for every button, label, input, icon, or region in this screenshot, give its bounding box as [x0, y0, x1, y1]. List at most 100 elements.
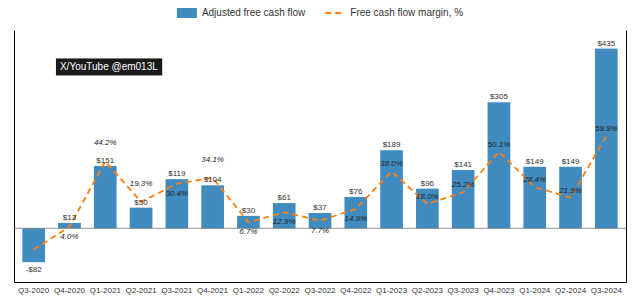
line-label: 50.1% — [488, 140, 511, 149]
bar-label: $305 — [490, 92, 508, 101]
line-label: 6.7% — [239, 227, 257, 236]
x-tick-label: Q3-2020 — [18, 286, 50, 295]
line — [34, 136, 607, 250]
bar — [595, 49, 618, 229]
x-tick-label: Q2-2022 — [269, 286, 301, 295]
x-tick-label: Q3-2023 — [448, 286, 480, 295]
legend-swatch — [325, 12, 345, 14]
plot: Q3-2020 Q4-2020 Q1-2021Q2-2021 Q3-2021 Q4-20… — [14, 31, 627, 295]
chart: Q3-2020 Q4-2020 Q1-2021Q2-2021 Q3-2021 Q4-20… — [0, 0, 640, 302]
x-tick-label: Q4-2020 — [54, 286, 86, 295]
bar-label: $30 — [242, 206, 256, 215]
line-label: 21.9% — [558, 186, 582, 195]
legend-item: Free cash flow margin, % — [325, 7, 463, 18]
y-axis-line — [14, 31, 15, 283]
bar-label: $104 — [204, 175, 222, 184]
line-label: 7.7% — [311, 226, 329, 235]
line-label: 14.9% — [344, 214, 367, 223]
x-tick-label: Q1-2022 — [233, 286, 265, 295]
bar — [344, 197, 367, 228]
bar — [416, 189, 439, 229]
x-tick-label: Q2-2024 — [555, 286, 587, 295]
line-label: 44.2% — [94, 138, 117, 147]
x-tick: Q2-2024 — [555, 282, 587, 295]
x-axis: Q3-2020 Q4-2020 Q1-2021Q2-2021 Q3-2021 Q4-20… — [15, 282, 627, 295]
x-tick: Q1-2022 — [233, 282, 265, 295]
x-tick: Q4-2022 — [340, 282, 372, 295]
x-tick-label: Q2-2023 — [412, 286, 444, 295]
bar-label: $149 — [526, 157, 544, 166]
annotation-box — [56, 58, 162, 75]
line-label: 30.4% — [165, 189, 188, 198]
x-tick: Q4-2023 — [483, 282, 515, 295]
bar-label: $61 — [278, 193, 292, 202]
x-tick-label: Q1-2023 — [376, 286, 408, 295]
line-label: 38.0% — [380, 159, 403, 168]
x-axis-line — [15, 282, 627, 283]
x-tick: Q2-2021 — [125, 282, 157, 295]
bar-label: $189 — [383, 140, 401, 149]
x-tick: Q3-2024 — [591, 282, 623, 295]
bar-label: $119 — [168, 169, 186, 178]
bar — [130, 208, 153, 229]
y2-axis-line — [626, 31, 627, 283]
legend-label: Adjusted free cash flow — [202, 7, 306, 18]
x-tick-label: Q3-2024 — [591, 286, 623, 295]
legend-item: Adjusted free cash flow — [177, 7, 306, 18]
x-tick: Q1-2021 — [90, 282, 122, 295]
bar-series — [22, 49, 617, 263]
x-tick: Q1-2024 — [519, 282, 551, 295]
line-label: 25.2% — [451, 180, 475, 189]
bar-label: $13 — [63, 213, 77, 222]
legend-label: Free cash flow margin, % — [350, 7, 463, 18]
x-tick: Q3-2023 — [448, 282, 480, 295]
x-tick: Q3-2020 — [18, 282, 50, 295]
x-tick-label: Q2-2021 — [125, 286, 157, 295]
y-axis — [14, 31, 15, 283]
x-tick: Q3-2022 — [304, 282, 336, 295]
x-tick: Q2-2023 — [412, 282, 444, 295]
annotation-text: X/YouTube @em013L — [60, 61, 158, 72]
bar — [452, 170, 475, 228]
x-tick: Q4-2020 — [54, 282, 86, 295]
x-tick: Q3-2021 — [161, 282, 193, 295]
line-label: 59.9% — [595, 124, 618, 133]
bar — [380, 150, 403, 228]
x-tick-label: Q3-2021 — [161, 286, 193, 295]
bar — [488, 102, 511, 228]
x-tick: Q2-2022 — [269, 282, 301, 295]
bar — [201, 185, 224, 228]
bar-label: $76 — [349, 187, 363, 196]
line-label: 18.0% — [416, 192, 439, 201]
annotation: X/YouTube @em013L — [56, 58, 162, 75]
bar — [273, 203, 296, 228]
line-label: 12.9% — [273, 217, 296, 226]
legend-swatch — [177, 8, 197, 18]
legend: Adjusted free cash flow Free cash flow ma… — [177, 7, 463, 18]
marks — [14, 49, 626, 263]
bar-label: $50 — [134, 198, 148, 207]
line-label: 19.3% — [130, 179, 153, 188]
x-tick-label: Q4-2023 — [483, 286, 515, 295]
bar-label: $151 — [96, 156, 114, 165]
y2-axis — [626, 31, 627, 283]
x-tick-label: Q4-2021 — [197, 286, 229, 295]
x-tick-label: Q1-2024 — [519, 286, 551, 295]
bar-label: $96 — [421, 179, 435, 188]
bar — [166, 179, 189, 228]
data-labels: -$82 $13 $151 $50 $119 $104 $30 $61 $37 $76 $189 $9… — [26, 39, 618, 275]
x-tick-label: Q3-2022 — [304, 286, 336, 295]
bar-label: $37 — [313, 203, 327, 212]
bar-label: $149 — [562, 157, 580, 166]
bar — [22, 228, 45, 262]
line-label: 34.1% — [201, 155, 224, 164]
x-tick: Q4-2021 — [197, 282, 229, 295]
line-label: 28.4% — [522, 175, 546, 184]
bar-label: $141 — [454, 160, 472, 169]
bar-label: -$82 — [26, 265, 43, 274]
line-label: 4.0% — [60, 232, 78, 241]
bar-label: $435 — [597, 39, 615, 48]
x-tick-label: Q1-2021 — [90, 286, 122, 295]
x-tick-label: Q4-2022 — [340, 286, 372, 295]
x-tick: Q1-2023 — [376, 282, 408, 295]
